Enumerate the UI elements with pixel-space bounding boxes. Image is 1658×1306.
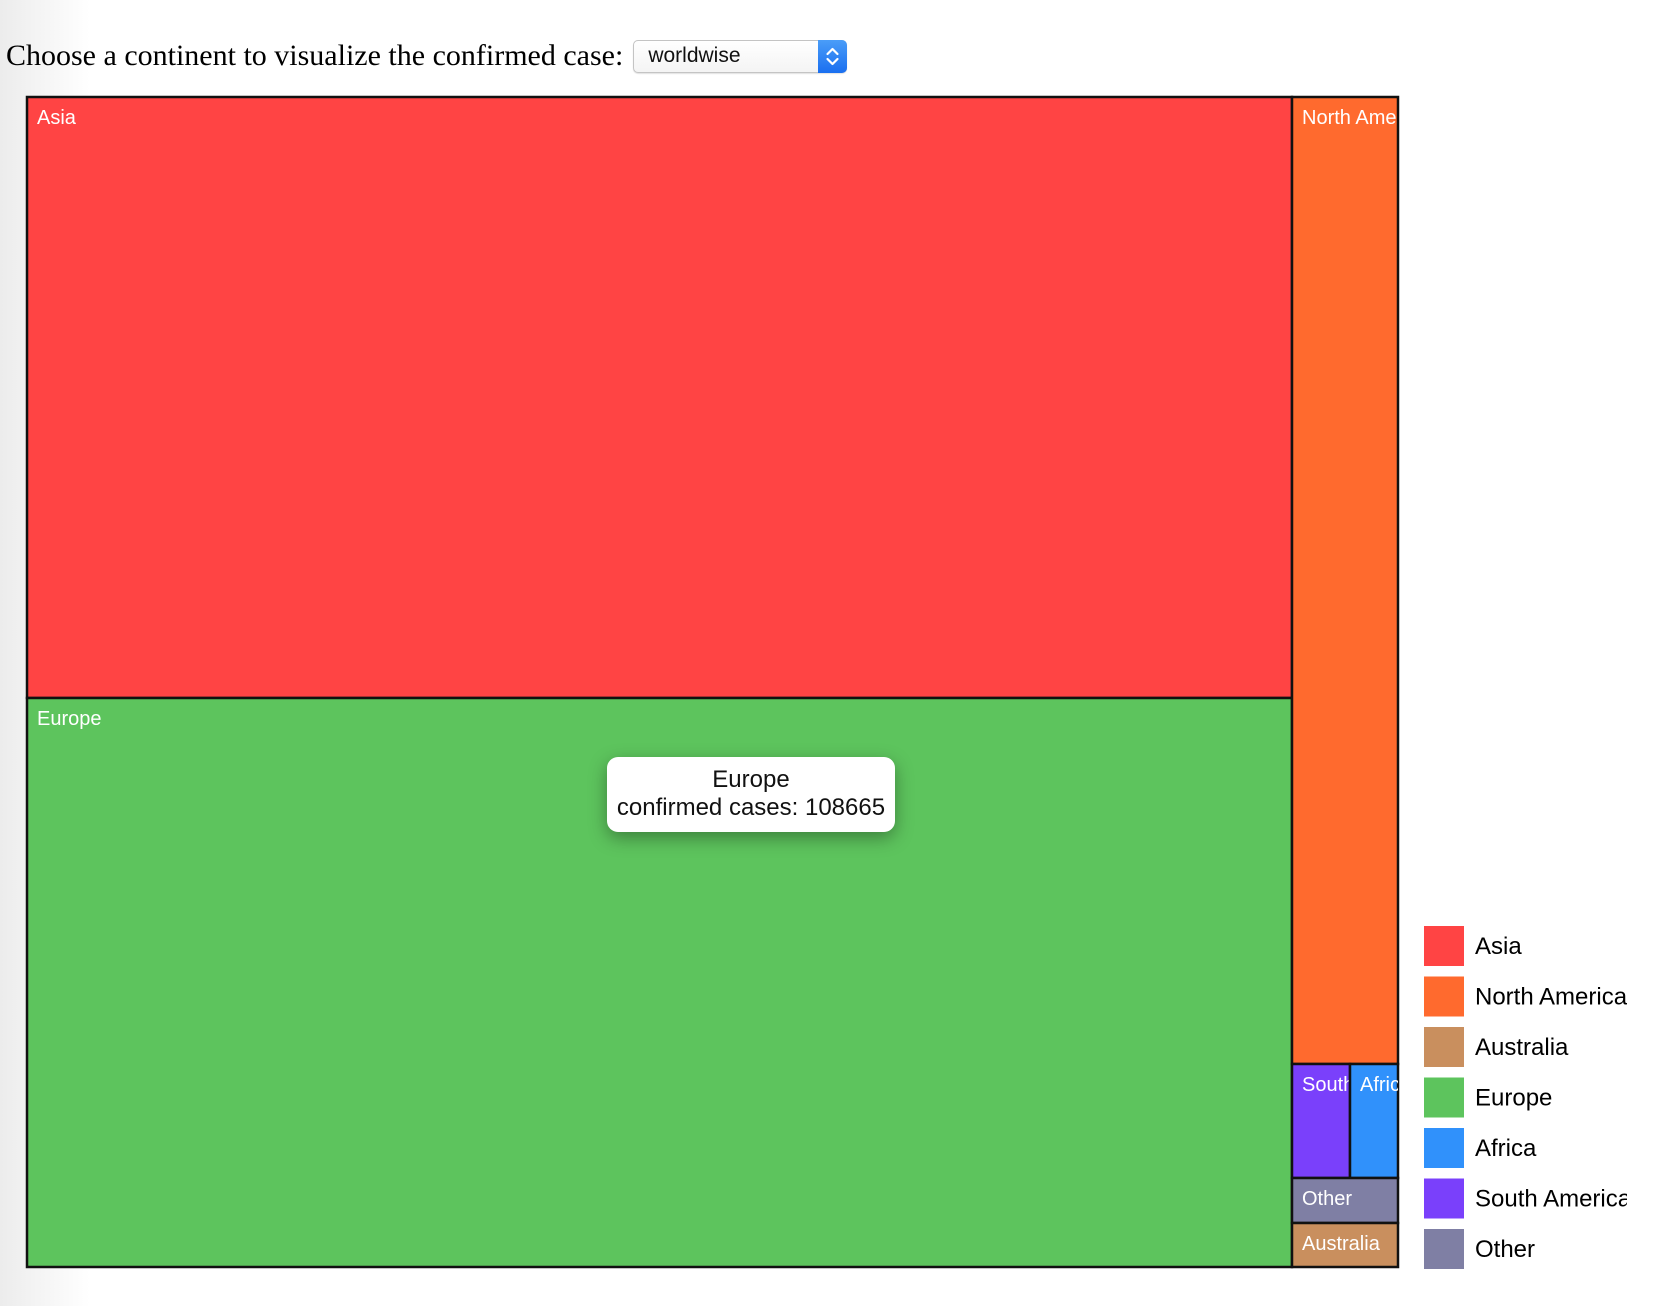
chart-legend: Asia North America Australia Europe Africa So… [1424,926,1632,1269]
tooltip-value: confirmed cases: 108665 [616,794,886,821]
tile-africa[interactable] [1348,1062,1400,1180]
continent-select-value: worldwise [648,44,741,67]
legend-label-africa: Africa [1475,1135,1537,1162]
tile-label-north-america: North Ame [1302,107,1396,129]
continent-prompt: Choose a continent to visualize the conf… [6,39,624,72]
legend-swatch-south-america [1424,1178,1464,1219]
legend-swatch-australia [1424,1027,1464,1067]
hover-tooltip: Europe confirmed cases: 108665 [607,757,895,832]
legend-swatch-north-america [1424,976,1464,1017]
tile-other[interactable] [1290,1176,1400,1225]
tile-label-australia: Australia [1302,1233,1381,1255]
legend-label-asia: Asia [1475,933,1522,960]
legend-label-other: Other [1475,1236,1535,1263]
up-down-chevron-icon[interactable] [818,39,848,73]
legend-swatch-other [1424,1229,1464,1269]
legend-swatch-africa [1424,1128,1464,1168]
treemap-tiles: Asia Europe North Ame South Afric Other Austra… [25,95,1400,1269]
tile-label-south-america: South [1302,1074,1354,1096]
tile-label-europe: Europe [37,708,102,730]
legend-label-europe: Europe [1475,1085,1552,1112]
continent-select[interactable]: worldwise [633,39,848,73]
legend-swatch-asia [1424,926,1464,966]
tile-label-asia: Asia [37,107,77,129]
tile-label-africa: Afric [1360,1074,1400,1096]
legend-label-north-america: North America [1475,984,1628,1011]
tooltip-title: Europe [712,766,790,793]
legend-swatch-europe [1424,1077,1464,1118]
tile-australia[interactable] [1290,1221,1400,1269]
legend-label-south-america: South America [1475,1186,1632,1213]
tile-label-other: Other [1302,1188,1352,1210]
legend-label-australia: Australia [1475,1034,1569,1061]
tile-north-america[interactable] [1290,95,1400,1066]
tile-asia[interactable] [25,95,1294,700]
continent-controls: Choose a continent to visualize the conf… [6,36,848,76]
